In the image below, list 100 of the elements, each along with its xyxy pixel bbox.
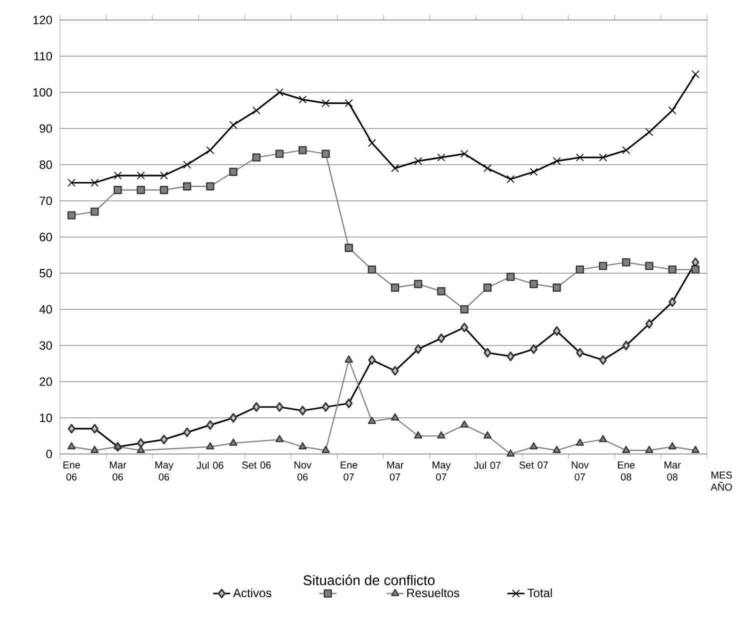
x-tick-label: May 07	[432, 462, 451, 481]
point	[645, 262, 654, 270]
point	[506, 272, 515, 281]
point	[598, 434, 608, 442]
point	[322, 446, 330, 453]
point	[530, 168, 538, 176]
point	[460, 305, 468, 314]
point	[136, 446, 145, 453]
y-tick-label: 90	[40, 124, 52, 133]
legend-label: Total	[528, 588, 552, 598]
point	[114, 186, 122, 194]
point	[182, 182, 192, 190]
point	[322, 150, 330, 158]
point	[368, 265, 376, 274]
point	[206, 182, 214, 190]
point	[368, 416, 376, 424]
point	[183, 160, 192, 169]
point	[414, 157, 422, 166]
point	[391, 164, 400, 172]
point	[114, 442, 122, 450]
point	[437, 287, 446, 296]
point	[252, 106, 260, 114]
point	[483, 284, 492, 292]
point	[298, 146, 307, 154]
point	[506, 175, 515, 184]
point	[552, 446, 561, 453]
x-tick-label: Ene 06	[63, 462, 80, 481]
point	[114, 172, 122, 180]
x-axis-title: MES AÑO	[710, 472, 732, 491]
point	[136, 186, 145, 194]
x-tick-label: Nov 06	[294, 462, 312, 481]
point	[229, 438, 238, 446]
legend-label: Resueltos	[407, 588, 460, 598]
x-tick-label: Jul 07	[474, 462, 501, 469]
point	[298, 442, 307, 450]
point	[206, 146, 214, 154]
point	[622, 146, 630, 154]
point	[136, 172, 145, 180]
point	[506, 449, 515, 457]
y-tick-label: 10	[40, 414, 52, 422]
point	[576, 265, 584, 274]
point	[645, 446, 654, 453]
point	[483, 431, 492, 439]
point	[229, 120, 238, 129]
point	[691, 70, 700, 78]
x-tick-label: Jul 06	[196, 462, 224, 469]
point	[160, 186, 168, 194]
point	[598, 262, 608, 270]
point	[67, 442, 76, 450]
y-tick-label: 110	[34, 52, 52, 60]
point	[390, 413, 400, 420]
point	[691, 265, 700, 274]
legend-label: Activos	[233, 588, 272, 598]
point	[414, 280, 422, 288]
point	[668, 265, 676, 274]
point	[460, 150, 468, 158]
point	[344, 99, 353, 108]
point	[344, 355, 353, 363]
y-tick-label: 70	[40, 196, 52, 206]
point	[368, 138, 376, 147]
point	[437, 431, 446, 439]
x-tick-label: Set 07	[519, 462, 548, 469]
point	[668, 442, 676, 450]
point	[344, 244, 353, 252]
point	[68, 178, 76, 187]
x-tick-label: May 06	[155, 462, 174, 481]
y-tick-label: 20	[40, 377, 52, 386]
point	[160, 172, 168, 180]
point	[322, 99, 330, 108]
point	[622, 446, 630, 453]
point	[276, 88, 284, 96]
y-tick-label: 120	[33, 16, 52, 24]
point	[530, 442, 538, 450]
x-tick-label: Mar 07	[387, 462, 404, 481]
x-tick-label: Mar 06	[110, 462, 126, 481]
point	[90, 178, 99, 187]
y-tick-label: 0	[46, 450, 52, 458]
point	[437, 153, 446, 162]
x-tick-label: Ene 08	[618, 462, 635, 481]
y-tick-label: 50	[40, 268, 52, 278]
point	[275, 434, 284, 442]
point	[552, 157, 561, 166]
point	[645, 128, 654, 136]
point	[206, 442, 214, 450]
x-tick-label: Mar 08	[664, 462, 681, 481]
x-tick-label: Ene 07	[340, 462, 358, 481]
point	[668, 106, 676, 114]
point	[298, 96, 307, 104]
point	[275, 150, 284, 158]
point	[484, 164, 492, 172]
point	[90, 446, 99, 453]
point	[552, 284, 561, 292]
point	[390, 284, 400, 292]
point	[414, 431, 422, 439]
point	[460, 420, 468, 428]
point	[229, 168, 238, 176]
point	[576, 153, 584, 162]
point	[67, 211, 76, 220]
y-tick-label: 80	[40, 160, 52, 169]
point	[691, 446, 700, 453]
